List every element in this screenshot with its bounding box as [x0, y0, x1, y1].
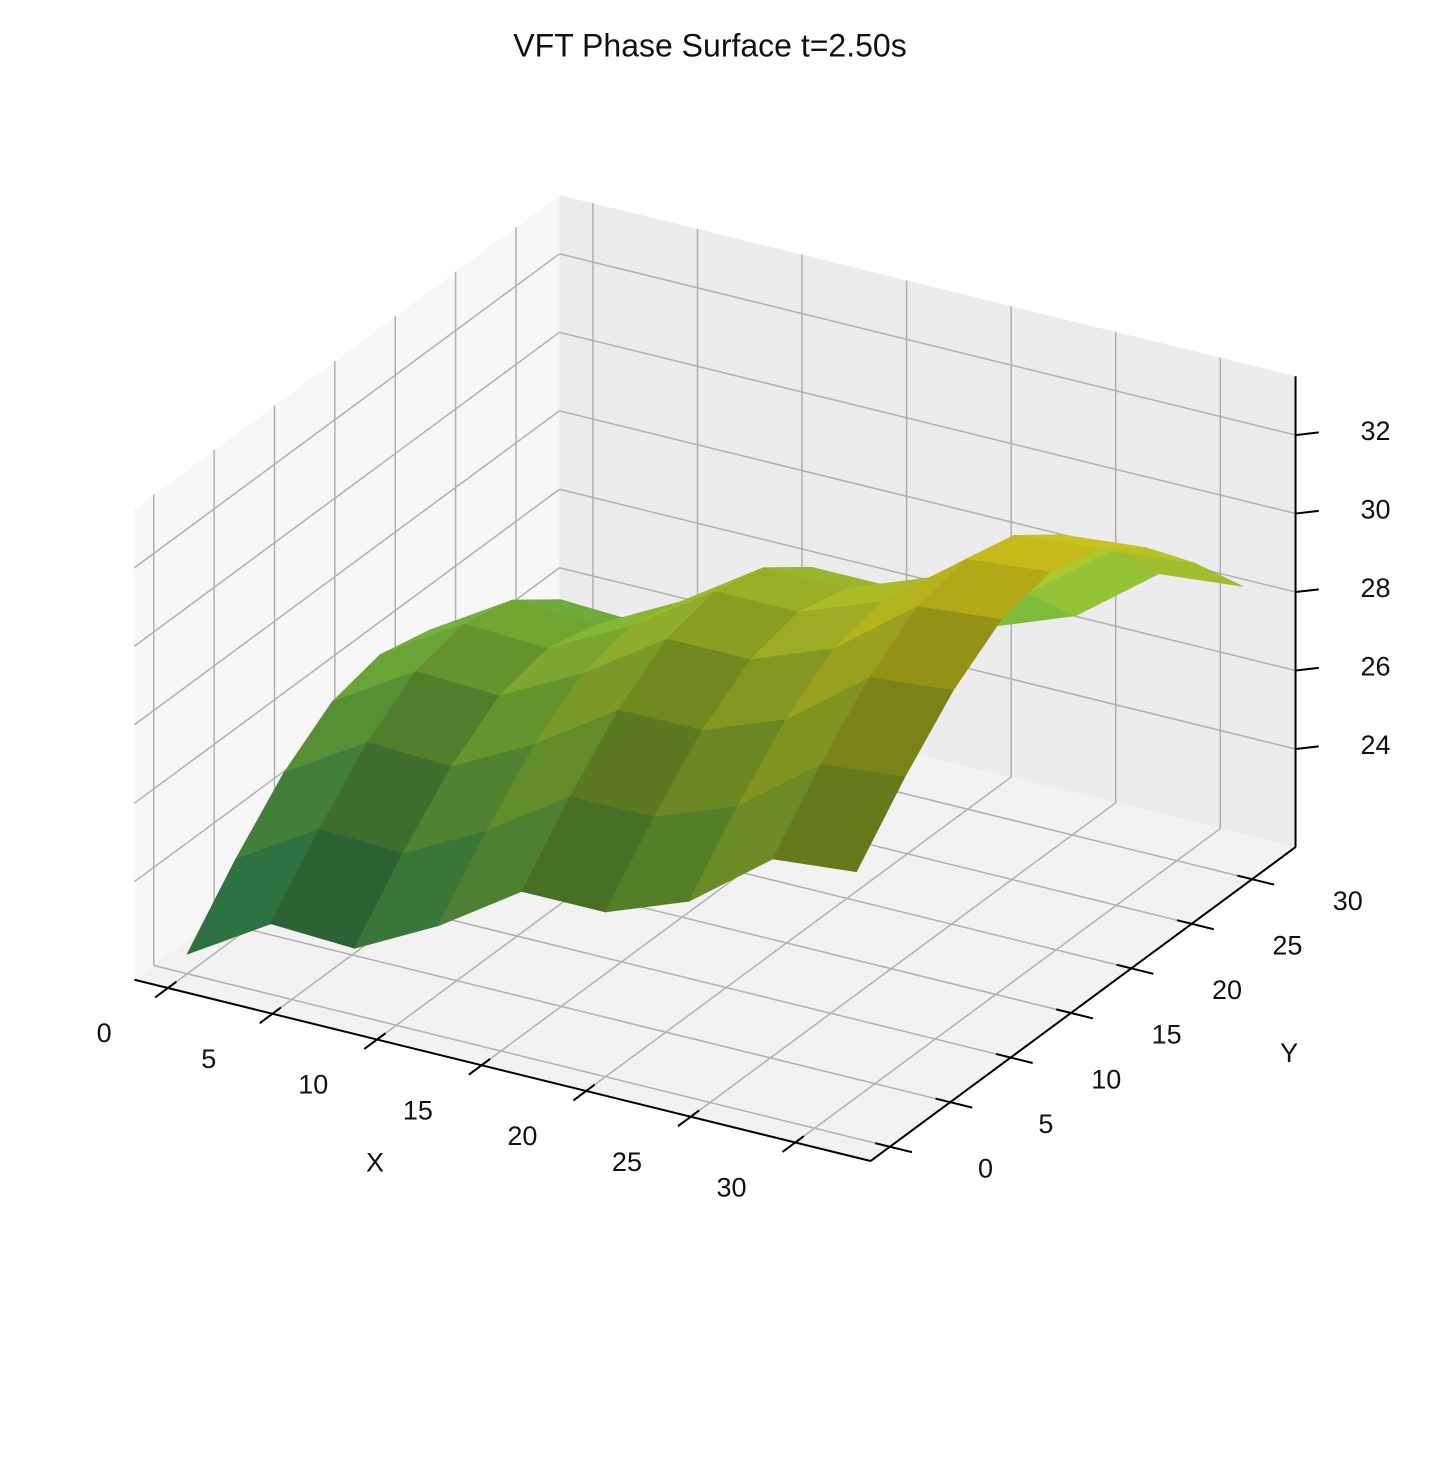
grid-line	[559, 331, 1296, 515]
x-tick	[468, 1058, 491, 1076]
y-tick-label: 20	[1212, 975, 1242, 1005]
y-tick	[995, 1052, 1033, 1064]
y-axis-label: Y	[1280, 1038, 1298, 1068]
x-tick-label: 25	[612, 1147, 642, 1177]
y-tick	[935, 1097, 973, 1109]
z-tick-label: 32	[1361, 416, 1391, 446]
x-axis	[134, 978, 871, 1163]
x-tick	[572, 1083, 596, 1102]
x-tick	[363, 1032, 387, 1050]
x-tick	[154, 980, 178, 999]
y-tick	[1176, 919, 1215, 931]
grid-line	[134, 488, 560, 804]
z-tick	[1295, 745, 1319, 750]
surface-patch	[772, 763, 906, 873]
grid-line	[559, 253, 1296, 436]
y-tick-label: 25	[1272, 930, 1302, 960]
grid-line	[794, 827, 1221, 1144]
y-tick	[1237, 874, 1275, 886]
grid-line	[585, 776, 1012, 1092]
chart-title: VFT Phase Surface t=2.50s	[513, 27, 906, 63]
z-tick-label: 24	[1361, 730, 1391, 760]
z-tick	[1295, 666, 1319, 672]
x-tick	[781, 1135, 805, 1153]
y-tick	[1116, 963, 1154, 975]
z-tick-label: 28	[1361, 573, 1391, 603]
y-tick-label: 15	[1152, 1020, 1182, 1050]
y-tick-label: 30	[1333, 886, 1363, 916]
grid-line	[134, 253, 560, 569]
grid-line	[153, 964, 891, 1148]
y-tick-label: 0	[978, 1153, 993, 1183]
y-tick-label: 10	[1091, 1064, 1121, 1094]
x-axis-label: X	[366, 1148, 384, 1178]
y-tick	[874, 1142, 913, 1154]
z-tick	[1295, 509, 1319, 515]
x-tick-label: 10	[298, 1070, 328, 1100]
x-tick-label: 15	[403, 1095, 433, 1125]
x-tick-label: 0	[97, 1018, 112, 1048]
z-tick-label: 26	[1361, 652, 1391, 682]
x-tick-label: 20	[507, 1121, 537, 1151]
x-tick-label: 30	[716, 1173, 746, 1203]
y-tick	[1056, 1008, 1094, 1020]
pane-left	[134, 195, 560, 980]
grid-line	[134, 331, 560, 647]
y-tick-label: 5	[1038, 1109, 1053, 1139]
z-tick-label: 30	[1361, 495, 1391, 525]
grid-line	[213, 920, 951, 1103]
z-tick	[1295, 588, 1319, 594]
x-tick-label: 5	[201, 1044, 216, 1074]
x-tick	[677, 1109, 700, 1127]
grid-line	[690, 802, 1117, 1118]
z-tick	[1295, 431, 1319, 437]
grid-line	[134, 410, 560, 726]
y-axis	[869, 846, 1297, 1162]
x-tick	[259, 1006, 282, 1024]
